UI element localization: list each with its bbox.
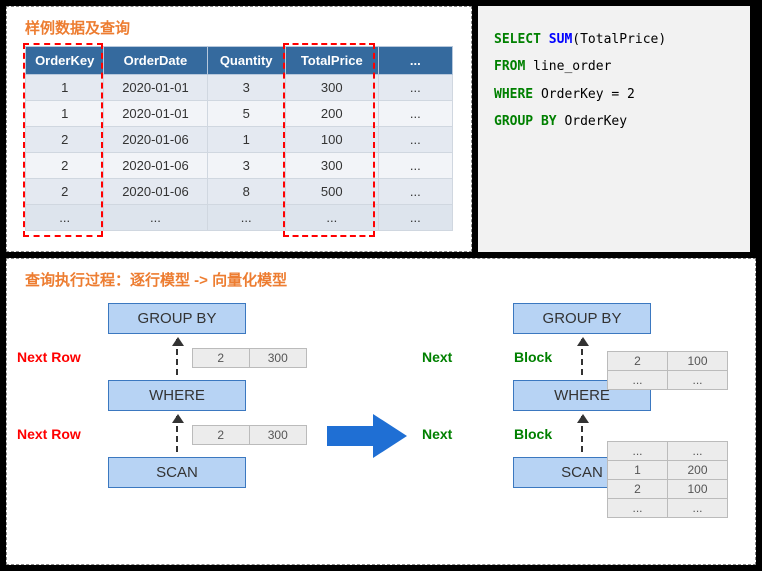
row-model-flow: GROUP BY Next Row 2300 WHERE Next Row 23… [47,303,307,488]
next-block-label-r: Block [514,349,552,365]
col-header: OrderKey [26,47,104,75]
sql-line-from: FROM line_order [494,53,734,80]
sql-line-select: SELECT SUM(TotalPrice) [494,26,734,53]
table-row: 22020-01-061100... [26,127,453,153]
block-top: 2100...... [607,351,728,390]
next-block-label-r: Block [514,426,552,442]
sql-line-groupby: GROUP BY OrderKey [494,108,734,135]
table-row: 12020-01-013300... [26,75,453,101]
execution-title: 查询执行过程：逐行模型 -> 向量化模型 [25,269,737,290]
sample-data-title: 样例数据及查询 [25,17,453,38]
sample-data-panel: 样例数据及查询 OrderKeyOrderDateQuantityTotalPr… [6,6,472,252]
execution-panel: 查询执行过程：逐行模型 -> 向量化模型 GROUP BY Next Row 2… [6,258,756,565]
col-header: Quantity [207,47,285,75]
row-tuple-2: 2300 [192,425,307,445]
next-row-label: Next Row [17,426,81,442]
row-tuple-1: 2300 [192,348,307,368]
table-row: 12020-01-015200... [26,101,453,127]
sql-line-where: WHERE OrderKey = 2 [494,81,734,108]
col-header: ... [378,47,452,75]
transition-arrow-icon [327,414,407,458]
next-block-label-l: Next [422,349,452,365]
op-groupby: GROUP BY [108,303,246,334]
table-row: ............... [26,205,453,231]
col-header: TotalPrice [285,47,378,75]
col-header: OrderDate [104,47,207,75]
sql-panel: SELECT SUM(TotalPrice) FROM line_order W… [478,6,750,252]
op-scan: SCAN [108,457,246,488]
next-row-label: Next Row [17,349,81,365]
block-bottom: ......12002100...... [607,441,728,518]
table-row: 22020-01-063300... [26,153,453,179]
op-groupby: GROUP BY [513,303,651,334]
op-where: WHERE [108,380,246,411]
sample-data-table: OrderKeyOrderDateQuantityTotalPrice...12… [25,46,453,231]
next-block-label-l: Next [422,426,452,442]
table-row: 22020-01-068500... [26,179,453,205]
